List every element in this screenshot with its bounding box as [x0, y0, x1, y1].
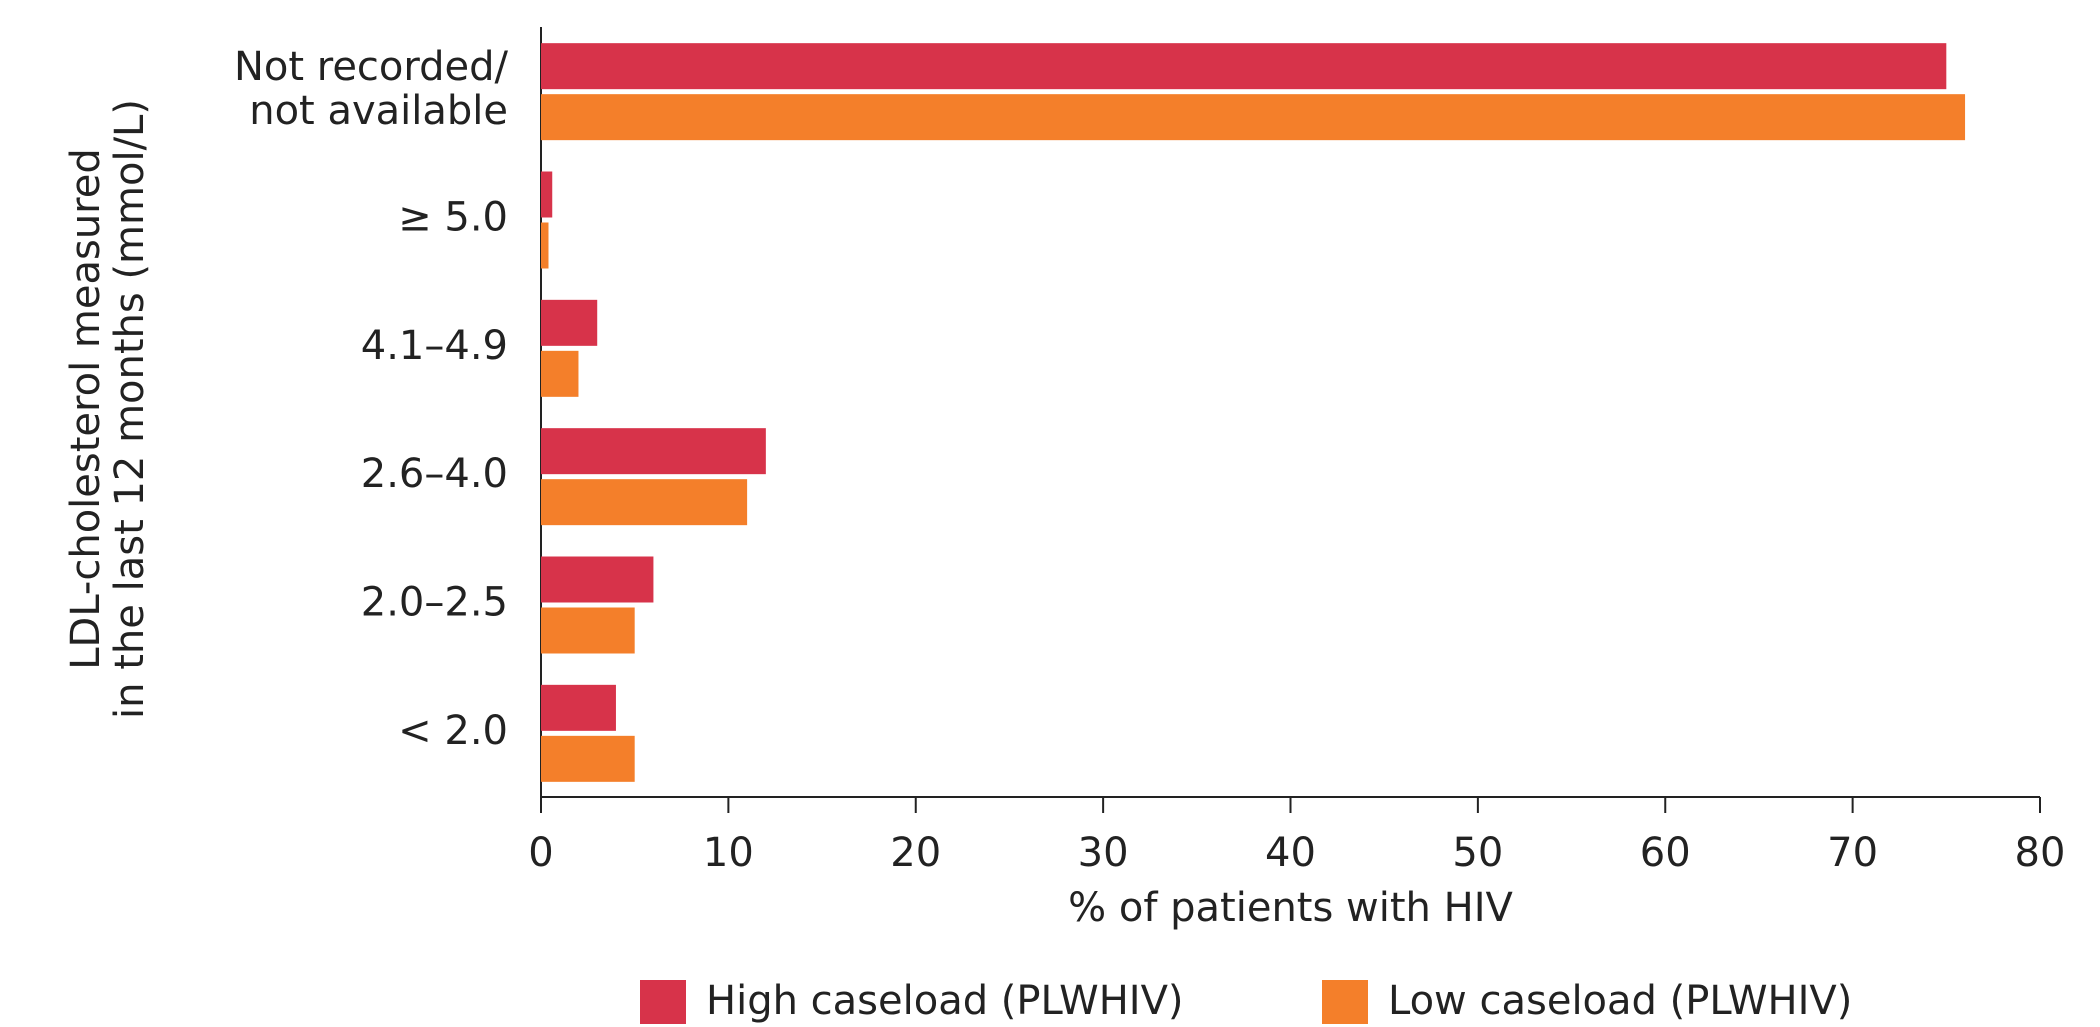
- bar: [541, 350, 579, 397]
- x-tick-label: 50: [1452, 830, 1503, 876]
- bar: [541, 299, 598, 346]
- bar: [541, 428, 766, 475]
- y-tick-label: 2.0–2.5: [361, 580, 508, 626]
- x-tick-label: 70: [1827, 830, 1878, 876]
- x-tick-label: 10: [703, 830, 754, 876]
- y-tick-label: ≥ 5.0: [398, 195, 508, 241]
- bar: [541, 94, 1966, 141]
- x-axis-label: % of patients with HIV: [1068, 885, 1513, 931]
- x-tick-label: 30: [1078, 830, 1129, 876]
- legend-label: High caseload (PLWHIV): [706, 978, 1184, 1024]
- legend-swatch: [1322, 980, 1368, 1024]
- legend-label: Low caseload (PLWHIV): [1388, 978, 1852, 1024]
- y-axis-label: LDL-cholesterol measuredin the last 12 m…: [63, 99, 153, 719]
- bar: [541, 684, 616, 731]
- legend-swatch: [640, 980, 686, 1024]
- x-tick-label: 20: [890, 830, 941, 876]
- y-tick-label: Not recorded/not available: [234, 44, 509, 134]
- bar: [541, 556, 654, 603]
- bar: [541, 479, 748, 526]
- x-tick-label: 80: [2015, 830, 2066, 876]
- bar: [541, 222, 549, 269]
- x-tick-label: 40: [1265, 830, 1316, 876]
- bar: [541, 607, 635, 654]
- y-tick-label: 4.1–4.9: [361, 323, 508, 369]
- x-tick-label: 0: [528, 830, 553, 876]
- x-tick-label: 60: [1640, 830, 1691, 876]
- y-tick-label: 2.6–4.0: [361, 451, 508, 497]
- y-tick-label: < 2.0: [398, 708, 508, 754]
- bar: [541, 171, 553, 218]
- bar: [541, 735, 635, 782]
- bar: [541, 43, 1947, 90]
